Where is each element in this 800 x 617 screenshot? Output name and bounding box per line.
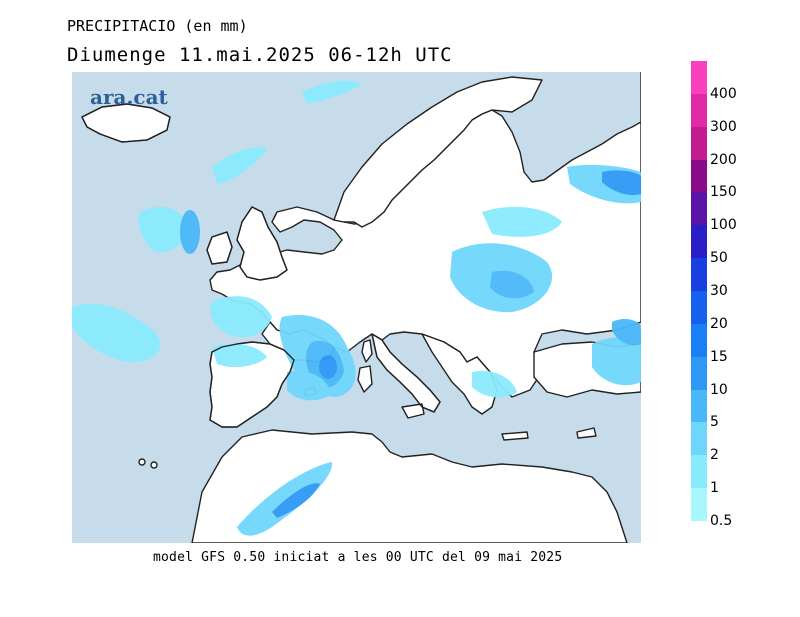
land-corsica — [361, 339, 373, 363]
forecast-period-title: Diumenge 11.mai.2025 06-12h UTC — [67, 44, 453, 66]
land-sardinia — [357, 365, 373, 393]
legend-label-400: 400 — [710, 85, 737, 102]
legend-label-300: 300 — [710, 118, 737, 135]
land-sicily — [401, 403, 425, 419]
legend-swatch-5 — [691, 389, 707, 423]
legend-swatch-50 — [691, 225, 707, 259]
legend-label-5: 5 — [710, 414, 719, 431]
precip-russia-core — [602, 170, 641, 196]
ara-cat-logo: ara.cat — [90, 85, 168, 109]
precip-morocco-west — [72, 303, 161, 363]
precip-baltic — [482, 206, 562, 237]
legend-swatch-20 — [691, 291, 707, 325]
legend-label-50: 50 — [710, 250, 728, 267]
legend-label-15: 15 — [710, 348, 728, 365]
legend-swatch-30 — [691, 258, 707, 292]
land-crete — [501, 431, 529, 441]
precip-canary-core — [272, 483, 320, 518]
legend-label-150: 150 — [710, 184, 737, 201]
precipitation-fields — [72, 80, 641, 536]
legend-label-30: 30 — [710, 283, 728, 299]
land-masses — [81, 72, 641, 543]
legend-swatch-1 — [691, 455, 707, 489]
land-north-africa — [191, 429, 628, 543]
precip-gulf-lion-core — [319, 355, 337, 379]
precip-atlantic-west — [138, 207, 187, 253]
precip-turkey-east — [592, 337, 641, 386]
precip-aegean — [472, 370, 517, 398]
precip-central-core — [490, 270, 534, 299]
precipitation-map — [72, 72, 641, 543]
model-info-footer: model GFS 0.50 iniciat a les 00 UTC del … — [153, 550, 563, 565]
legend-label-200: 200 — [710, 151, 737, 168]
precip-black-sea — [612, 319, 641, 346]
legend-swatch-0.5 — [691, 488, 707, 522]
legend-swatch-200 — [691, 126, 707, 161]
legend-color-bar — [691, 61, 707, 522]
legend-label-0.5: 0.5 — [710, 513, 733, 529]
legend-swatch-150 — [691, 159, 707, 193]
legend-swatch-400 — [691, 61, 707, 95]
precip-atlantic-arc — [212, 147, 267, 184]
land-balkans — [421, 333, 498, 415]
legend-swatch-300 — [691, 93, 707, 128]
land-cyprus — [576, 427, 597, 439]
precip-bay-of-biscay — [210, 296, 272, 338]
precip-iberia-north — [212, 343, 267, 368]
precip-canary-band — [237, 462, 333, 536]
legend-label-10: 10 — [710, 381, 728, 398]
legend-label-1: 1 — [710, 480, 719, 497]
variable-title: PRECIPITACIO (en mm) — [67, 17, 248, 35]
legend-swatch-100 — [691, 192, 707, 226]
legend-label-20: 20 — [710, 315, 728, 332]
legend-swatch-2 — [691, 422, 707, 456]
land-canary-1 — [138, 458, 146, 466]
precip-atlantic-core — [180, 210, 200, 254]
land-canary-2 — [150, 461, 158, 469]
legend-swatch-15 — [691, 323, 707, 358]
land-scandinavia — [333, 76, 543, 228]
legend-swatch-10 — [691, 356, 707, 391]
precip-atlantic-north — [302, 80, 362, 104]
legend-label-100: 100 — [710, 217, 737, 234]
legend-label-2: 2 — [710, 447, 719, 464]
precip-balearic — [287, 370, 332, 401]
